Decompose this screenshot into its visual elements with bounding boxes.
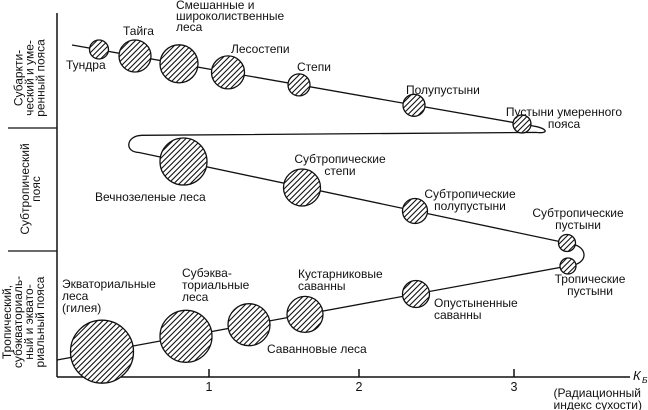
zonality-curve [56,44,585,361]
zone-label-temperate-deserts: пояса [548,117,581,131]
band-label-line: Субтропический [18,143,32,234]
zone-label-subequatorial-forests: ториальные [182,278,250,292]
zone-label-evergreen-forests: Вечнозеленые леса [95,190,206,204]
x-tick-3: 3 [511,380,518,394]
zone-label-subequatorial-forests: леса [182,290,209,304]
zone-label-tropical-deserts: Тропические [555,272,626,286]
zone-label-shrub-savannas: Кустарниковые [298,267,383,281]
x-axis-ticks [208,369,515,377]
zone-label-steppes: Степи [297,60,331,74]
zone-label-mixed-broadleaf-forests: Смешанные и [176,0,254,12]
zone-circle-subtropical-deserts [557,233,577,253]
zone-label-subtropical-semi-deserts: полупустыни [434,199,506,213]
zone-circle-steppes [287,73,311,97]
band-label-line: Субаркти- [11,50,25,106]
zone-circle-desertified-savannas [401,279,431,309]
zone-label-desertified-savannas: саванны [434,308,481,322]
zone-circle-equatorial-forests [69,319,135,384]
band-label-subarctic-temperate: Субаркти- ческий и уме- ренный пояса [11,39,47,117]
zone-label-taiga: Тайга [123,24,154,38]
zone-label-subtropical-steppes: степи [324,164,355,178]
band-label-line: пояс [29,176,43,202]
zone-circle-subequatorial-forests [159,309,213,363]
zone-label-tropical-deserts: пустыни [567,284,613,298]
band-label-line: Тропический, [0,285,14,359]
zone-circle-semi-deserts [402,93,426,117]
band-label-line: ный и эквато- [22,284,36,359]
zone-label-subtropical-deserts: Субтропические [532,206,624,220]
band-label-line: риальный пояса [33,276,47,367]
x-tick-1: 1 [206,380,213,394]
x-axis-symbol-subscript: Б [642,375,648,385]
zone-label-subtropical-deserts: пустыни [555,218,601,232]
zone-label-equatorial-forests: Экваториальные [62,277,156,291]
zone-label-tundra: Тундра [66,58,106,72]
zone-circle-subtropical-semi-deserts [401,197,429,225]
band-label-tropical-equatorial: Тропический, субэкваториаль- ный и экват… [0,276,47,368]
band-label-line: ческий и уме- [22,40,36,116]
band-label-line: субэкваториаль- [11,276,25,368]
x-axis-symbol: К [633,368,642,383]
zone-circle-savanna-forests [227,303,271,347]
zone-label-subtropical-steppes: Субтропические [294,152,386,166]
zone-label-temperate-deserts: Пустыни умеренного [506,105,622,119]
zone-label-shrub-savannas: саванны [298,279,345,293]
zone-label-subequatorial-forests: Субэква- [182,266,232,280]
zone-label-forest-steppes: Лесостепи [231,42,290,56]
band-label-line: ренный пояса [33,39,47,117]
x-tick-2: 2 [356,380,363,394]
zone-label-equatorial-forests: леса [62,289,89,303]
zone-circle-evergreen-forests [159,137,208,186]
zone-label-mixed-broadleaf-forests: леса [176,20,203,34]
zone-circle-taiga [118,39,152,73]
x-axis-caption: (Радиационный [554,386,642,400]
zone-circle-tundra [88,39,110,60]
zone-label-desertified-savannas: Опустыненные [434,296,518,310]
x-axis-caption: индекс сухости) [554,398,642,410]
zone-circle-shrub-savannas [286,295,324,334]
zone-label-mixed-broadleaf-forests: широколиственные [176,9,284,23]
band-label-subtropical: Субтропический пояс [18,143,43,234]
zone-label-subtropical-semi-deserts: Субтропические [424,187,516,201]
zone-circle-forest-steppes [210,55,246,90]
zone-label-semi-deserts: Полупустыни [406,83,480,97]
zone-circle-tropical-deserts [559,257,577,275]
zone-circle-subtropical-steppes [282,168,322,207]
zone-label-equatorial-forests: (гилея) [62,301,101,315]
zone-circle-temperate-deserts [512,114,532,134]
zone-circle-mixed-broadleaf-forests [159,44,199,84]
zone-label-savanna-forests: Саванновые леса [267,342,367,356]
